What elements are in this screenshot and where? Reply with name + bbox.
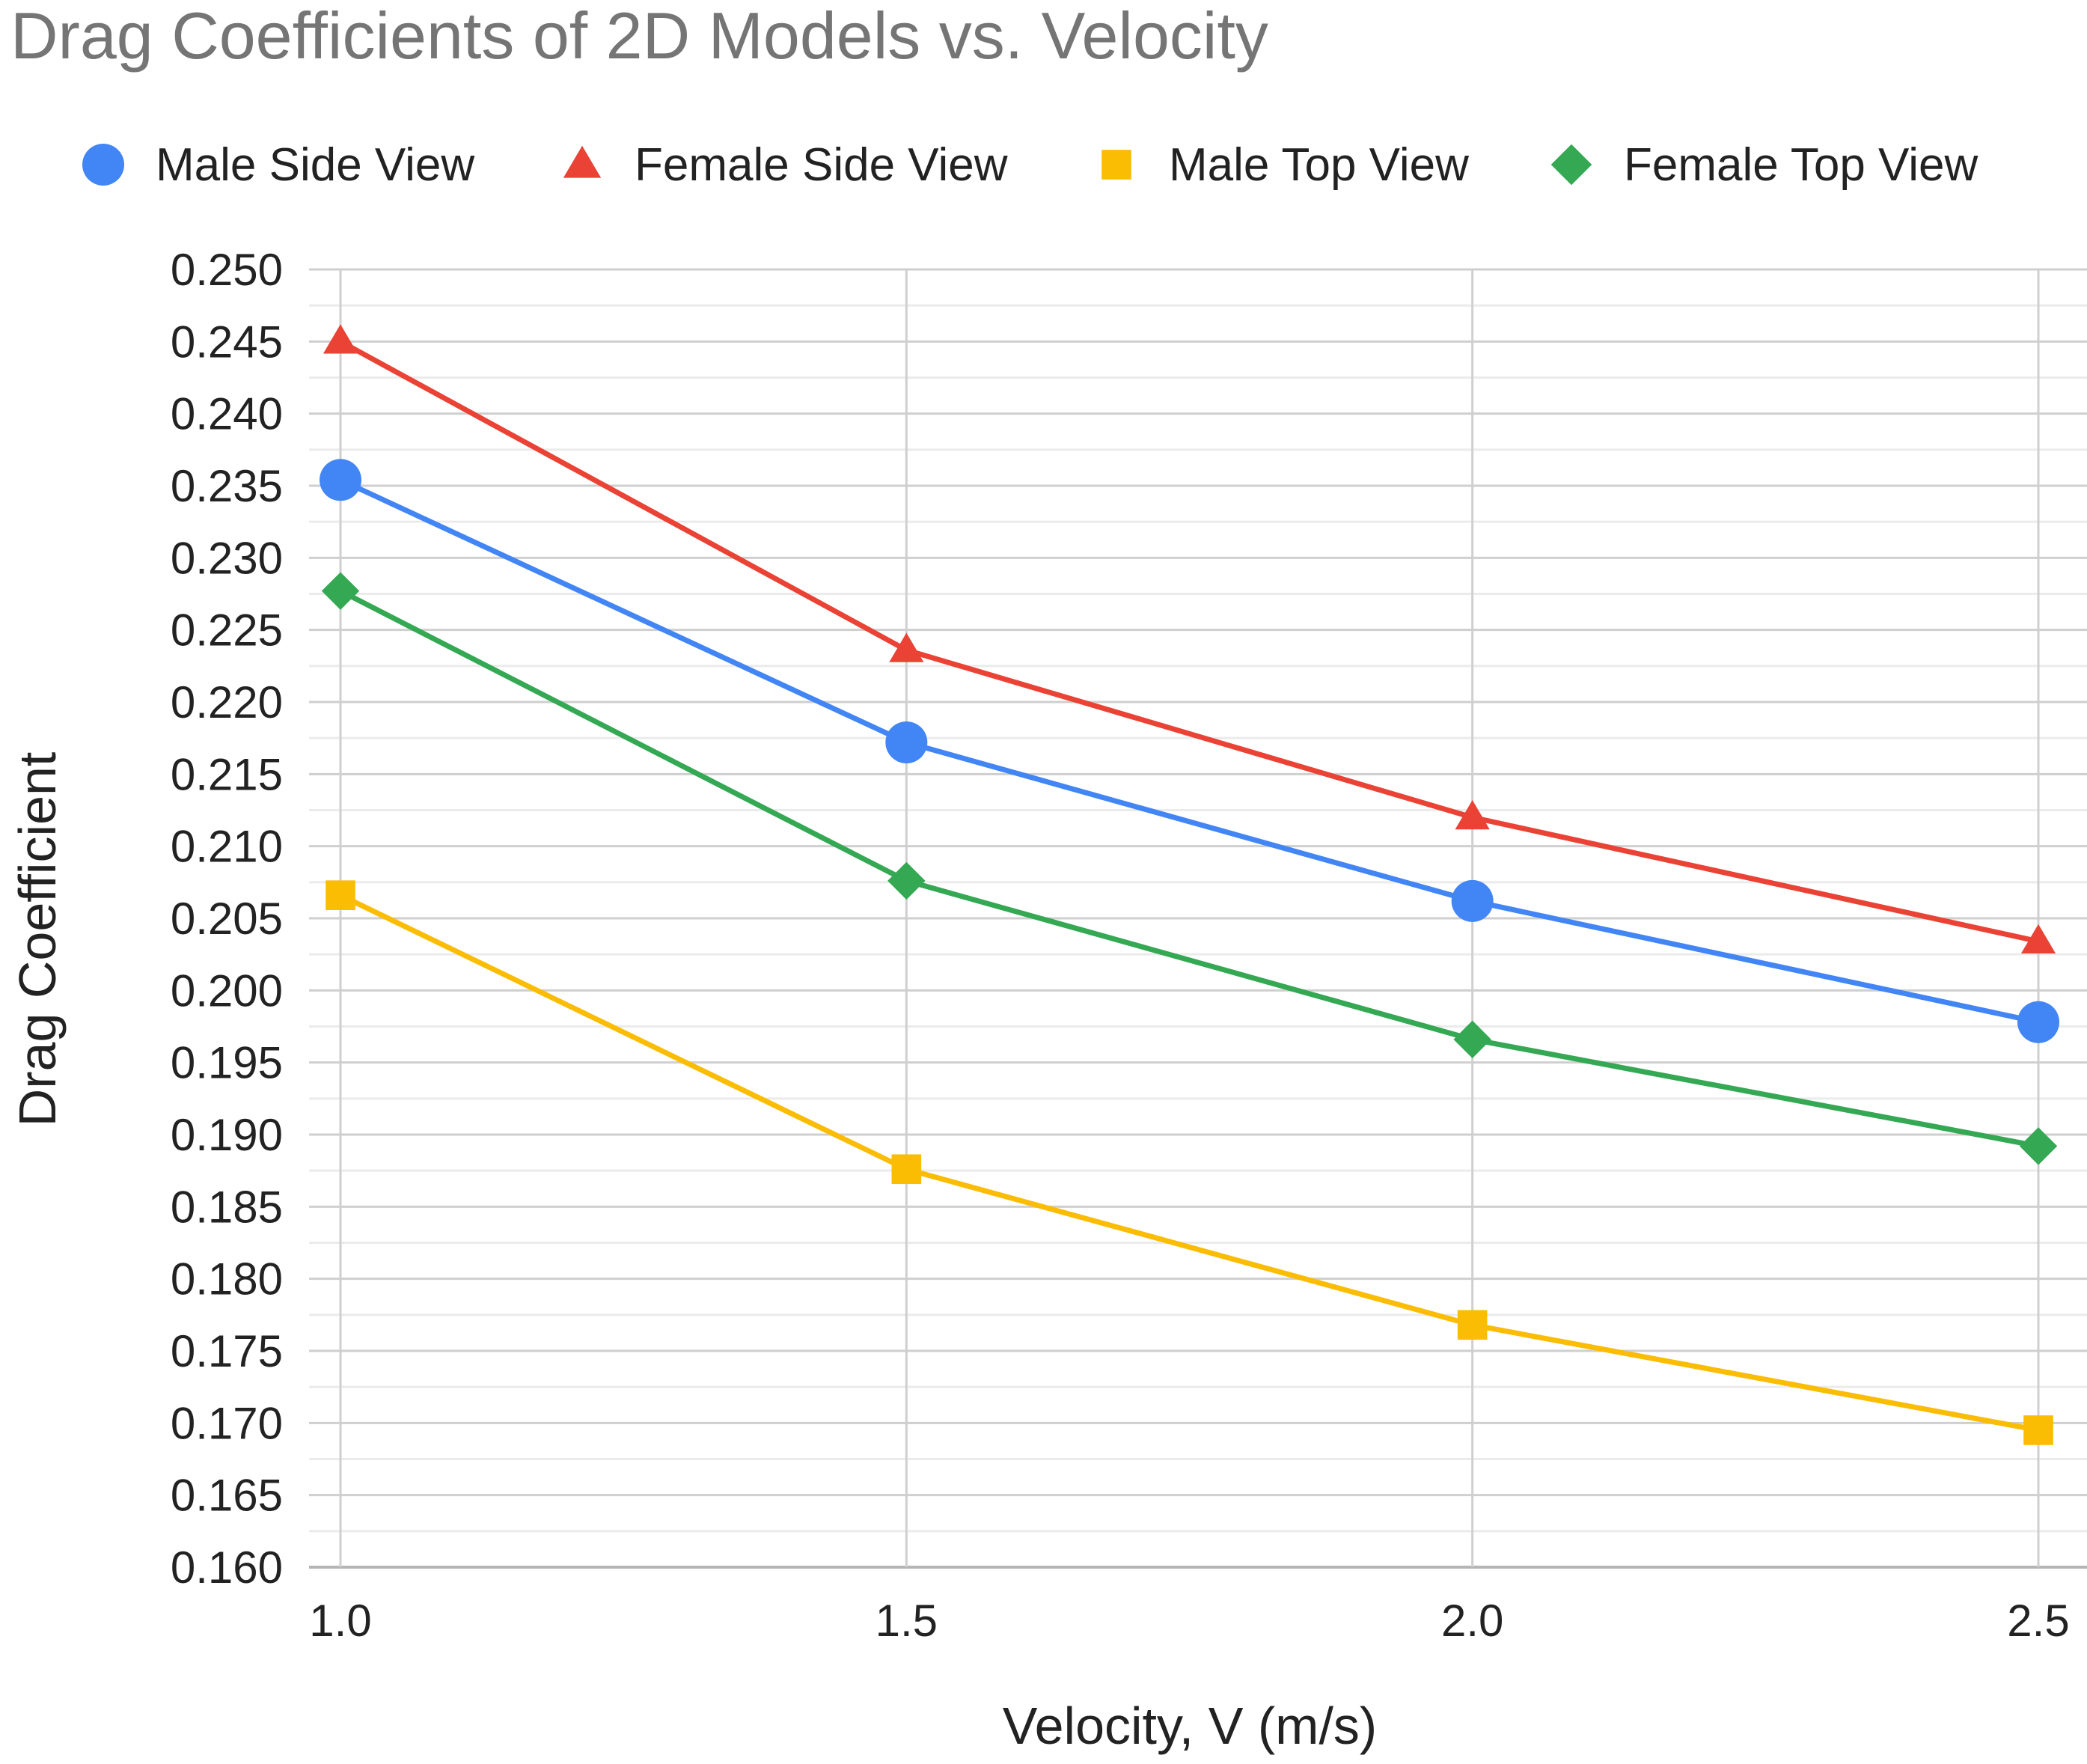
series-line (337, 477, 2041, 1025)
y-tick-label: 0.215 (171, 749, 283, 799)
data-point (1455, 800, 1490, 830)
legend: Male Side View Female Side View Male Top V… (82, 139, 1978, 191)
x-tick-label: 1.0 (309, 1596, 371, 1646)
series-line (337, 892, 2041, 1433)
data-point (2019, 1127, 2058, 1165)
legend-marker-circle (82, 144, 124, 186)
legend-item: Female Top View (1550, 139, 1978, 191)
data-point (2020, 924, 2056, 953)
series-male-top-view (326, 880, 2053, 1445)
legend-marker-diamond (1550, 144, 1592, 186)
y-axis-label: Drag Coefficient (8, 752, 67, 1127)
y-tick-label: 0.245 (171, 317, 283, 367)
y-tick-label: 0.205 (171, 894, 283, 944)
y-tick-label: 0.200 (171, 965, 283, 1016)
y-tick-label: 0.225 (171, 605, 283, 656)
data-point (2023, 1415, 2053, 1445)
series-line (337, 588, 2041, 1149)
y-tick-label: 0.235 (171, 461, 283, 511)
legend-label: Male Top View (1169, 139, 1469, 191)
chart-title: Drag Coefficients of 2D Models vs. Veloc… (10, 0, 1268, 73)
data-point (323, 324, 358, 354)
y-tick-label: 0.165 (171, 1471, 283, 1521)
y-tick-label: 0.180 (171, 1254, 283, 1304)
data-point (2017, 1001, 2059, 1043)
legend-item: Male Side View (82, 139, 474, 191)
y-axis-ticks: 0.160 0.165 0.170 0.175 0.180 0.185 0.190 0.195… (171, 245, 283, 1593)
minor-gridlines (309, 304, 2087, 1533)
y-tick-label: 0.210 (171, 822, 283, 872)
data-point (1457, 1310, 1488, 1340)
legend-label: Female Side View (635, 139, 1008, 191)
legend-marker-triangle (563, 145, 602, 178)
y-tick-label: 0.170 (171, 1398, 283, 1448)
data-point (887, 861, 926, 900)
data-point (320, 459, 361, 501)
x-tick-label: 1.5 (876, 1596, 938, 1646)
data-point (891, 1154, 922, 1185)
data-point (1453, 1020, 1491, 1059)
legend-label: Female Top View (1624, 139, 1978, 191)
legend-item: Male Top View (1101, 139, 1469, 191)
series-male-side-view (320, 459, 2059, 1043)
legend-item: Female Side View (563, 139, 1008, 191)
y-tick-label: 0.160 (171, 1542, 283, 1593)
y-tick-label: 0.185 (171, 1182, 283, 1232)
y-tick-label: 0.240 (171, 389, 283, 439)
y-tick-label: 0.250 (171, 245, 283, 295)
y-tick-label: 0.230 (171, 533, 283, 583)
legend-label: Male Side View (156, 139, 474, 191)
series-line (337, 338, 2041, 944)
y-tick-label: 0.195 (171, 1038, 283, 1088)
data-point (326, 880, 355, 910)
x-axis-ticks: 1.0 1.5 2.0 2.5 (309, 1596, 2069, 1646)
major-gridlines (309, 268, 2087, 1569)
y-tick-label: 0.190 (171, 1110, 283, 1160)
series-female-side-view (323, 324, 2056, 953)
series-female-top-view (321, 572, 2058, 1165)
x-tick-label: 2.0 (1441, 1596, 1503, 1646)
data-point (885, 721, 928, 763)
y-tick-label: 0.220 (171, 677, 283, 727)
x-tick-label: 2.5 (2007, 1596, 2069, 1646)
legend-marker-square (1101, 150, 1131, 180)
data-point (321, 572, 360, 610)
x-axis-label: Velocity, V (m/s) (1003, 1697, 1377, 1755)
y-tick-label: 0.175 (171, 1326, 283, 1376)
data-point (889, 632, 924, 662)
series-group (320, 324, 2059, 1445)
data-point (1451, 879, 1494, 922)
